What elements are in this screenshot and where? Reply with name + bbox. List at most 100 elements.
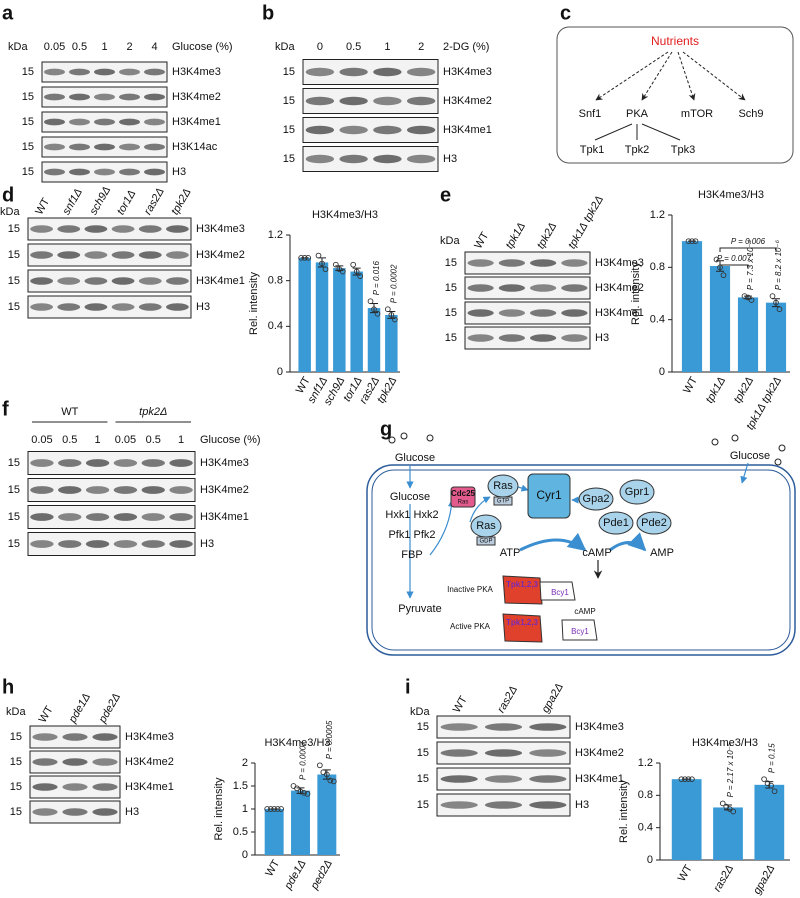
bar [709, 266, 731, 372]
band [119, 118, 140, 126]
band [69, 168, 90, 176]
band [498, 284, 525, 292]
lane-label: WT [37, 704, 56, 725]
blot-frame [27, 217, 192, 241]
kda-label: 15 [10, 731, 22, 743]
band [69, 93, 90, 101]
band [58, 540, 82, 548]
x-tick-label: WT [676, 863, 695, 884]
x-tick-label: tpk1Δ [704, 375, 728, 405]
band [94, 68, 115, 76]
p-value: P = 0.0005 [325, 720, 334, 759]
band [30, 486, 54, 494]
kda-header: kDa [275, 41, 295, 53]
band [111, 251, 135, 259]
bcy1 [561, 619, 598, 641]
data-point [689, 238, 695, 245]
band [440, 801, 478, 809]
band [44, 143, 65, 151]
band [92, 733, 118, 741]
band [529, 775, 567, 783]
row-label: H3 [443, 153, 457, 165]
node-label: Gpa2 [583, 493, 610, 505]
node-label: Hxk1 Hxk2 [385, 509, 438, 521]
gpr1 [619, 479, 655, 505]
band [92, 758, 118, 766]
y-tick-label: 2 [242, 757, 248, 769]
data-point [771, 788, 778, 795]
kda-label: 15 [445, 282, 457, 294]
band [467, 309, 494, 317]
data-point [741, 293, 748, 299]
band [94, 143, 115, 151]
band [85, 486, 110, 494]
y-tick-label: 0.4 [268, 320, 283, 332]
p-value: P = 7.3 x 10⁻⁴ [746, 239, 755, 290]
comparison-label: P = 0.006 [731, 237, 766, 246]
node-label: cAMP [574, 607, 595, 616]
data-point [297, 788, 304, 795]
kda-label: 15 [22, 116, 34, 128]
comparison-bracket [719, 264, 749, 269]
band [484, 749, 523, 757]
node-label: cAMP [582, 547, 611, 559]
row-label: H3K4me1 [443, 124, 492, 136]
data-point [323, 771, 330, 778]
kda-label: 15 [10, 781, 22, 793]
node-label: Active PKA [450, 622, 491, 631]
band [62, 758, 88, 766]
band [305, 125, 335, 135]
kda-label: 15 [8, 511, 20, 523]
kda-label: 15 [22, 141, 34, 153]
band [440, 749, 478, 757]
band [141, 513, 165, 521]
lane-label: 0.05 [44, 41, 65, 53]
node-label: GTP [497, 499, 509, 505]
data-point [274, 806, 281, 812]
chart-title: H3K4me3/H3 [698, 189, 764, 201]
band [119, 93, 140, 101]
node-label: Pfk1 Pfk2 [388, 529, 435, 541]
y-tick-label: 1.5 [233, 780, 248, 792]
band [69, 118, 90, 126]
lane-label: 4 [151, 41, 157, 53]
tpk [502, 613, 543, 643]
chart-title: H3K4me3/H3 [264, 737, 330, 749]
data-point [769, 293, 776, 299]
kda-label: 15 [417, 747, 429, 759]
band [498, 309, 525, 317]
lane-label: pde2Δ [96, 691, 123, 725]
bar [385, 314, 398, 372]
band [166, 251, 189, 259]
bar [315, 262, 329, 372]
band [94, 118, 115, 126]
data-point [719, 800, 726, 807]
row-label: H3K4me1 [125, 781, 174, 793]
y-tick-label: 0 [647, 854, 653, 866]
row-label: H3K4me2 [200, 484, 249, 496]
y-tick-label: 1.2 [638, 757, 653, 769]
band [144, 93, 165, 101]
lane-label: snf1Δ [60, 187, 84, 217]
lane-label: WT [33, 196, 52, 217]
kda-label: 15 [417, 773, 429, 785]
band [440, 723, 478, 731]
panel-label: d [2, 184, 14, 206]
kda-header: kDa [0, 206, 20, 218]
bar [367, 308, 381, 372]
data-point [316, 762, 323, 769]
band [69, 68, 90, 76]
x-tick-label: ped2Δ [308, 858, 335, 892]
lanes-title: 2-DG (%) [443, 41, 489, 53]
band [138, 225, 162, 233]
blot-frame [27, 243, 192, 267]
lane-label: tpk2Δ [535, 221, 559, 251]
data-point [319, 260, 325, 267]
kda-label: 15 [8, 249, 20, 261]
band [57, 303, 81, 311]
blot-frame [27, 478, 196, 502]
y-tick-label: 0 [277, 366, 283, 378]
data-point [689, 776, 695, 783]
band [32, 808, 58, 816]
kda-label: 15 [445, 307, 457, 319]
